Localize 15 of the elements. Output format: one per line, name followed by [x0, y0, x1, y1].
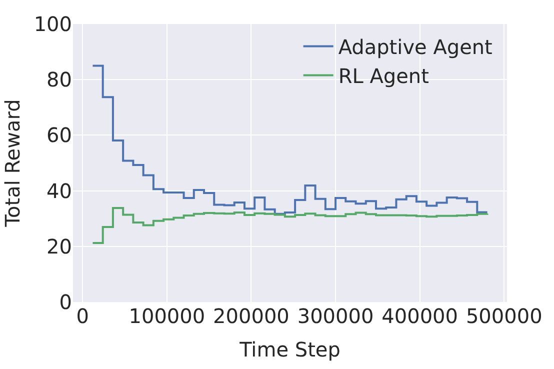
- y-axis-title: Total Reward: [0, 99, 24, 228]
- y-tick-label: 40: [46, 178, 72, 203]
- x-tick-label: 200000: [213, 304, 290, 328]
- y-tick-label: 100: [34, 12, 72, 36]
- y-tick-label: 80: [46, 68, 72, 92]
- x-tick-label: 400000: [382, 304, 458, 328]
- legend-label: Adaptive Agent: [338, 35, 493, 60]
- x-tick-label: 100000: [128, 304, 206, 328]
- x-tick-label: 0: [76, 304, 89, 328]
- y-tick-label: 60: [46, 123, 72, 148]
- legend-label: RL Agent: [338, 64, 430, 88]
- x-tick-label: 500000: [466, 304, 542, 328]
- x-tick-label: 300000: [297, 304, 374, 328]
- x-axis-title: Time Step: [238, 338, 340, 362]
- y-tick-label: 20: [46, 234, 72, 258]
